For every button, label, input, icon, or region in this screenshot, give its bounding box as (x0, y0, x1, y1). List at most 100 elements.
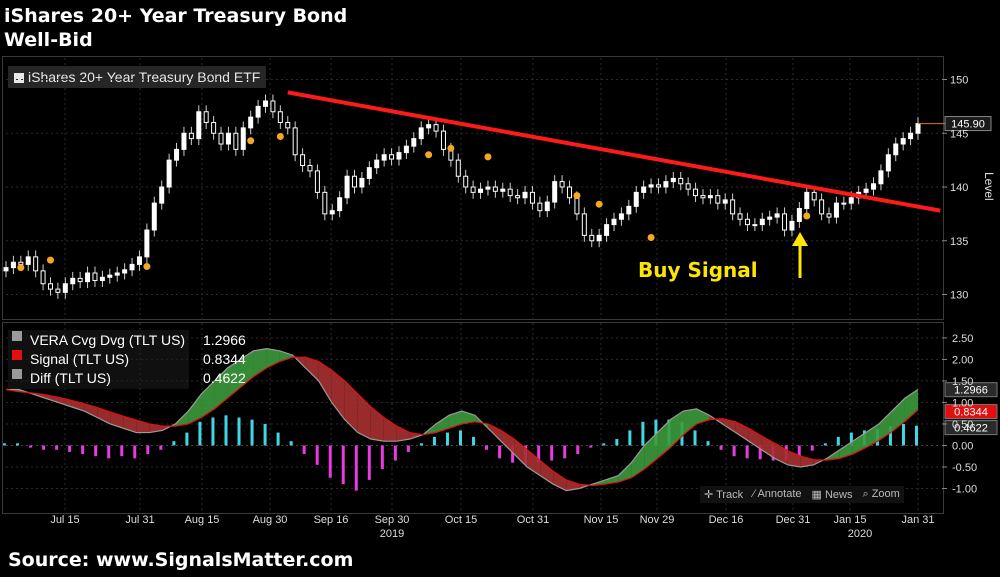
candle-body (351, 175, 357, 188)
macd-ribbon-segment (566, 479, 580, 491)
legend-swatch-diff (12, 369, 22, 379)
candle-body (522, 191, 528, 199)
macd-ribbon-segment (904, 389, 918, 422)
candle-body (774, 213, 780, 218)
macd-ribbon-segment (631, 445, 645, 478)
candle-body (455, 159, 461, 177)
candle-body (648, 184, 654, 188)
macd-ribbon-segment (748, 428, 762, 450)
candle-body (344, 175, 350, 199)
candle-body (693, 188, 699, 197)
annotate-button[interactable]: ⁄ Annotate (753, 488, 802, 500)
candle-body (500, 188, 506, 192)
candle-body (759, 218, 765, 226)
legend-label-diff: Diff (TLT US) (30, 370, 111, 386)
macd-tick-label: 0.50 (952, 419, 973, 431)
macd-ribbon-segment (383, 417, 397, 442)
candle-body (826, 213, 832, 218)
signal-dot (425, 151, 433, 159)
macd-ribbon-segment (787, 450, 801, 467)
news-button[interactable]: ▦ News (811, 489, 853, 501)
histogram-bar (133, 445, 137, 459)
macd-ribbon-segment (279, 350, 293, 362)
histogram-bar (29, 445, 33, 448)
x-tick-label: Aug 15 (185, 514, 220, 526)
track-button[interactable]: ✛ Track (704, 489, 744, 501)
signal-dot (17, 264, 25, 272)
x-tick-label: Dec 16 (709, 514, 744, 526)
macd-ribbon-segment (722, 418, 736, 433)
macd-value-tag (944, 382, 998, 398)
candle-body (833, 202, 839, 218)
histogram-bar (888, 426, 892, 446)
macd-legend-row: Signal (TLT US) 0.8344 (12, 350, 246, 369)
candle-body (782, 213, 788, 231)
histogram-bar (628, 430, 632, 446)
macd-tick-label: 0.00 (952, 440, 973, 452)
histogram-bar (836, 436, 840, 446)
histogram-bar (915, 425, 918, 446)
x-tick-label: Jul 15 (50, 514, 79, 526)
candle-body (151, 202, 157, 231)
candle-body (663, 181, 669, 188)
candle-body (18, 261, 24, 265)
legend-label-vera: VERA Cvg Dvg (TLT US) (30, 332, 186, 348)
candle-body (796, 208, 802, 222)
candle-body (440, 130, 446, 150)
candle-body (744, 218, 750, 226)
candle-body (611, 218, 617, 226)
zoom-label: Zoom (871, 488, 900, 500)
x-tick-label: Dec 31 (776, 514, 811, 526)
histogram-bar (615, 439, 619, 446)
histogram-bar (550, 445, 554, 461)
candle-body (188, 132, 194, 140)
track-label: Track (716, 489, 744, 501)
candle-body (789, 220, 795, 231)
macd-ribbon-segment (110, 411, 124, 429)
candle-body (40, 270, 46, 285)
candle-body (915, 123, 921, 134)
signal-dot (143, 263, 151, 271)
macd-ribbon-segment (331, 370, 345, 420)
macd-ribbon-segment (448, 411, 462, 429)
histogram-bar (302, 445, 306, 455)
macd-ribbon-segment (357, 393, 371, 440)
candle-body (641, 186, 647, 193)
macd-ribbon-segment (735, 421, 749, 442)
histogram-bar (55, 445, 59, 450)
zoom-button[interactable]: ⌕ Zoom (862, 488, 900, 500)
y-tick-label: 130 (950, 290, 968, 302)
macd-tick-label: 1.50 (952, 376, 973, 388)
buy-arrow-head (792, 232, 808, 246)
macd-ribbon-segment (240, 350, 254, 388)
histogram-bar (693, 430, 697, 446)
histogram-bar (537, 445, 541, 463)
candle-body (633, 191, 639, 207)
candle-body (529, 191, 535, 204)
histogram-bar (393, 445, 397, 461)
candle-body (225, 132, 231, 145)
histogram-bar (16, 443, 20, 446)
histogram-bar (328, 445, 332, 478)
candle-body (626, 205, 632, 215)
histogram-bar (719, 445, 723, 450)
signal-dot (595, 200, 603, 208)
candle-body (618, 213, 624, 220)
candle-body (885, 154, 891, 172)
candle-body (337, 197, 343, 212)
candle-body (381, 154, 387, 161)
macd-ribbon-segment (683, 408, 697, 435)
x-tick-label: Jul 31 (125, 514, 154, 526)
axis-layer: Jul 15 Jul 31 Aug 15 Aug 30 Sep 16 Sep 30 Oct … (50, 75, 977, 541)
x-tick-label: Sep 16 (314, 514, 349, 526)
candle-body (33, 256, 39, 272)
candle-body (85, 272, 91, 283)
buy-signal-label: Buy Signal (638, 258, 758, 282)
chart-title: iShares 20+ Year Treasury Bond Well-Bid (4, 4, 347, 52)
histogram-bar (589, 445, 593, 448)
histogram-bar (432, 436, 436, 446)
candle-body (270, 100, 276, 113)
macd-tick-label: 2.00 (952, 354, 973, 366)
histogram-bar (602, 443, 606, 446)
candle-body (715, 195, 721, 204)
